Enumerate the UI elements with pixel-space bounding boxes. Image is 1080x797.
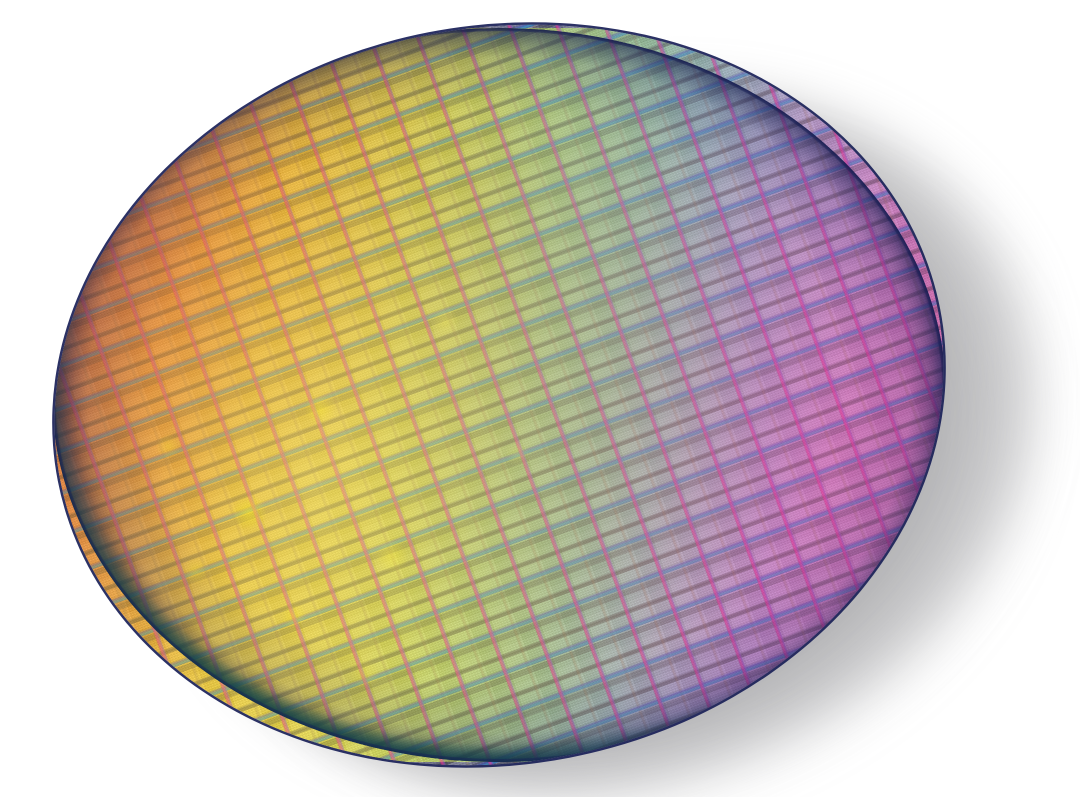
die-grid-description: Rectangular integrated-circuit dies sepa… [0,0,1,1]
wafer-surface [0,0,1008,797]
image-subject: 300 mm patterned silicon wafer photograp… [0,0,1,1]
image-alt-text: A round silicon wafer tilted in perspect… [0,0,1,1]
image-title: Silicon semiconductor wafer [0,0,1,1]
palette-name: thin-film interference rainbow [0,0,1,1]
wafer-edge-bevel [52,28,946,762]
wafer-disc [0,0,1008,797]
